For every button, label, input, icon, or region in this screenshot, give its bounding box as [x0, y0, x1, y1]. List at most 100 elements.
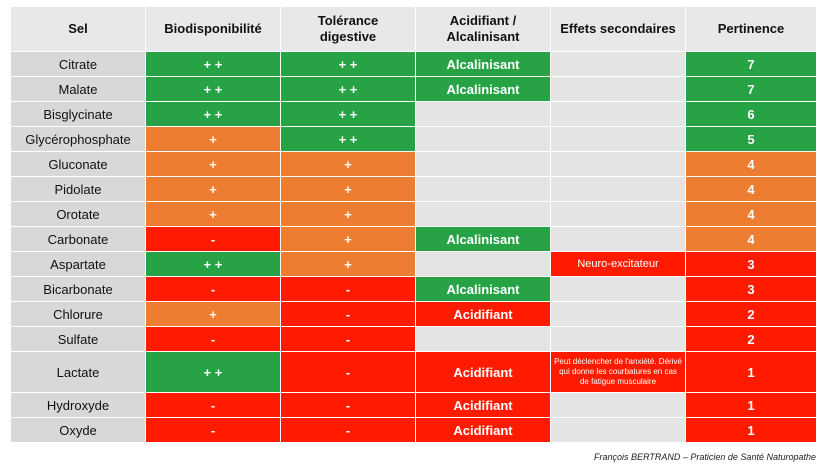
cell-pert: 7 [685, 76, 817, 102]
cell-bio: + + [145, 101, 281, 127]
cell-acid [415, 176, 551, 202]
table-row: Orotate + + 4 [10, 201, 817, 227]
cell-acid [415, 126, 551, 152]
cell-bio: - [145, 226, 281, 252]
footer-credit: François BERTRAND – Praticien de Santé N… [594, 452, 816, 462]
cell-sel: Lactate [10, 351, 146, 393]
table-row: Carbonate - + Alcalinisant 4 [10, 226, 817, 252]
cell-tol: + + [280, 126, 416, 152]
cell-pert: 1 [685, 417, 817, 443]
header-acidifiant-text: Acidifiant / Alcalinisant [446, 13, 520, 44]
cell-tol: - [280, 326, 416, 352]
cell-acid [415, 151, 551, 177]
cell-tol: + [280, 201, 416, 227]
cell-pert: 7 [685, 51, 817, 77]
cell-effets [550, 101, 686, 127]
cell-sel: Sulfate [10, 326, 146, 352]
cell-pert: 4 [685, 226, 817, 252]
cell-acid: Alcalinisant [415, 226, 551, 252]
cell-acid [415, 251, 551, 277]
cell-bio: + + [145, 76, 281, 102]
cell-pert: 3 [685, 276, 817, 302]
cell-effets [550, 201, 686, 227]
cell-pert: 3 [685, 251, 817, 277]
cell-effets [550, 51, 686, 77]
cell-tol: + + [280, 51, 416, 77]
cell-tol: - [280, 301, 416, 327]
table-row: Malate + + + + Alcalinisant 7 [10, 76, 817, 102]
cell-bio: + [145, 301, 281, 327]
cell-bio: + [145, 201, 281, 227]
cell-effets [550, 301, 686, 327]
table-row: Hydroxyde - - Acidifiant 1 [10, 392, 817, 418]
cell-pert: 2 [685, 301, 817, 327]
cell-bio: - [145, 392, 281, 418]
table-row: Lactate + + - Acidifiant Peut déclencher… [10, 351, 817, 393]
cell-tol: + + [280, 76, 416, 102]
cell-pert: 4 [685, 176, 817, 202]
cell-tol: + [280, 251, 416, 277]
cell-acid [415, 101, 551, 127]
cell-pert: 2 [685, 326, 817, 352]
cell-bio: + [145, 126, 281, 152]
cell-acid: Alcalinisant [415, 51, 551, 77]
cell-bio: - [145, 276, 281, 302]
table-row: Chlorure + - Acidifiant 2 [10, 301, 817, 327]
cell-pert: 1 [685, 392, 817, 418]
table-row: Sulfate - - 2 [10, 326, 817, 352]
header-tolerance-text: Tolérance digestive [317, 13, 379, 44]
cell-sel: Chlorure [10, 301, 146, 327]
header-sel: Sel [10, 6, 146, 52]
cell-sel: Gluconate [10, 151, 146, 177]
cell-sel: Glycérophosphate [10, 126, 146, 152]
cell-sel: Bisglycinate [10, 101, 146, 127]
table-row: Oxyde - - Acidifiant 1 [10, 417, 817, 443]
cell-tol: + [280, 151, 416, 177]
cell-tol: - [280, 392, 416, 418]
cell-acid: Acidifiant [415, 392, 551, 418]
cell-effets [550, 176, 686, 202]
cell-effets [550, 392, 686, 418]
cell-acid [415, 201, 551, 227]
cell-pert: 5 [685, 126, 817, 152]
cell-bio: + + [145, 51, 281, 77]
header-row: Sel Biodisponibilité Tolérance digestive… [10, 6, 817, 52]
cell-sel: Pidolate [10, 176, 146, 202]
cell-sel: Carbonate [10, 226, 146, 252]
cell-pert: 4 [685, 201, 817, 227]
cell-acid: Acidifiant [415, 417, 551, 443]
cell-effets: Neuro-excitateur [550, 251, 686, 277]
cell-bio: - [145, 417, 281, 443]
cell-tol: - [280, 417, 416, 443]
header-acidifiant: Acidifiant / Alcalinisant [415, 6, 551, 52]
cell-effets [550, 151, 686, 177]
cell-acid: Alcalinisant [415, 76, 551, 102]
cell-effets [550, 276, 686, 302]
cell-sel: Citrate [10, 51, 146, 77]
table-row: Gluconate + + 4 [10, 151, 817, 177]
table-row: Pidolate + + 4 [10, 176, 817, 202]
cell-effets: Peut déclencher de l'anxiété. Dérivé qui… [550, 351, 686, 393]
cell-effets [550, 126, 686, 152]
cell-acid [415, 326, 551, 352]
header-effets: Effets secondaires [550, 6, 686, 52]
cell-bio: + + [145, 251, 281, 277]
cell-bio: + [145, 151, 281, 177]
cell-sel: Hydroxyde [10, 392, 146, 418]
cell-tol: - [280, 276, 416, 302]
header-pertinence: Pertinence [685, 6, 817, 52]
header-tolerance: Tolérance digestive [280, 6, 416, 52]
cell-pert: 6 [685, 101, 817, 127]
cell-tol: + [280, 176, 416, 202]
cell-bio: + [145, 176, 281, 202]
cell-effets [550, 326, 686, 352]
cell-pert: 4 [685, 151, 817, 177]
table-row: Bicarbonate - - Alcalinisant 3 [10, 276, 817, 302]
cell-tol: - [280, 351, 416, 393]
cell-acid: Alcalinisant [415, 276, 551, 302]
cell-effets [550, 417, 686, 443]
cell-tol: + + [280, 101, 416, 127]
cell-effets [550, 76, 686, 102]
cell-sel: Aspartate [10, 251, 146, 277]
cell-bio: - [145, 326, 281, 352]
